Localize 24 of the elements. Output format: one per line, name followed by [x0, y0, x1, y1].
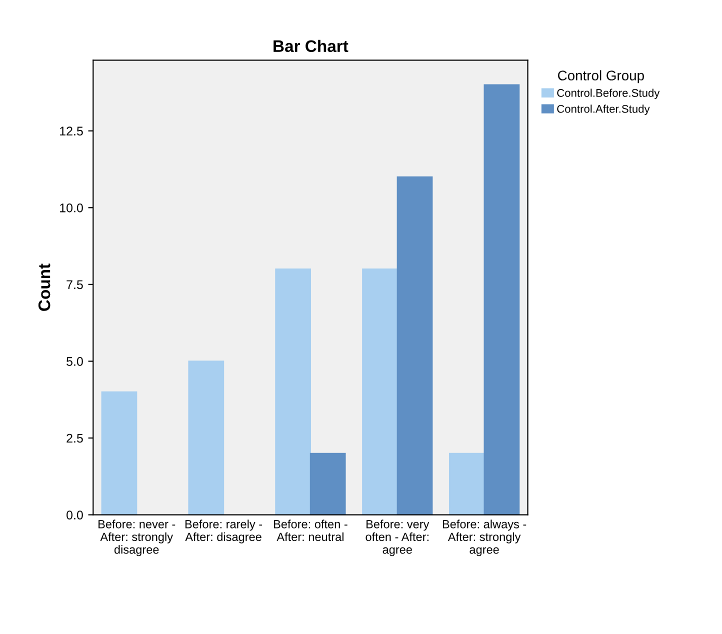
y-tick-label: 12.5	[60, 126, 83, 136]
legend-label: Control.Before.Study	[557, 88, 660, 100]
bar	[448, 452, 485, 515]
bar	[275, 268, 312, 515]
legend-title: Control Group	[558, 70, 644, 84]
bar	[101, 391, 138, 515]
x-tick-label: Before: never - After: strongly disagree	[98, 520, 176, 556]
x-tick-label: Before: very often - After: agree	[366, 520, 430, 556]
bar	[362, 268, 398, 515]
bar	[188, 360, 224, 515]
bar	[396, 176, 433, 515]
y-axis-title: Count	[38, 264, 50, 311]
x-tick-label: Before: rarely - After: disagree	[185, 520, 262, 544]
y-tick-label: 2.5	[66, 434, 83, 443]
y-tick-label: 7.5	[66, 280, 83, 290]
bar	[310, 452, 346, 515]
x-tick-label: Before: often - After: neutral	[274, 520, 348, 542]
legend-label: Control.After.Study	[557, 104, 650, 116]
y-tick-label: 0.0	[66, 510, 83, 520]
y-tick-label: 5.0	[66, 357, 83, 366]
chart-title: Bar Chart	[274, 40, 348, 52]
x-tick-label: Before: always - After: strongly agree	[442, 520, 526, 556]
y-tick-label: 10.0	[60, 203, 83, 212]
bar	[484, 84, 520, 515]
